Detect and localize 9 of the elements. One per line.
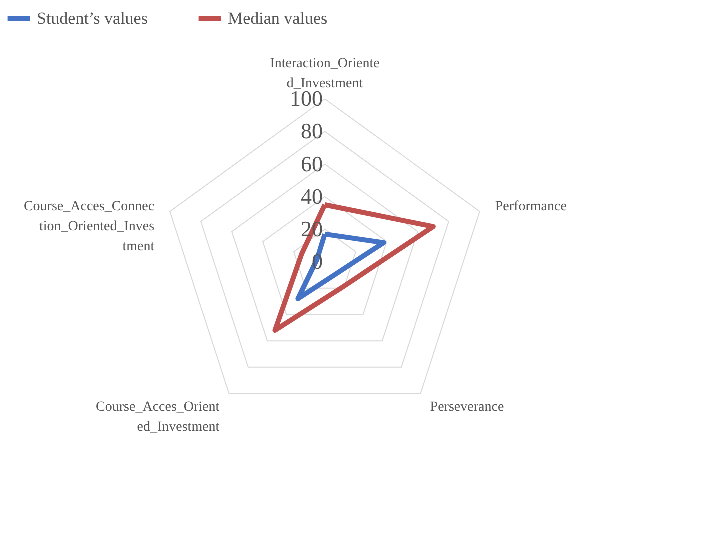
spoke-label: Perseverance [430,400,504,415]
spoke-label: Course_Acces_Oriented_Investment [96,400,220,435]
y-tick-label: 60 [301,151,323,176]
y-tick-label: 80 [301,118,323,144]
legend-label: Median values [228,9,328,28]
y-tick-label: 40 [301,184,323,209]
spoke-label: Performance [495,200,567,215]
legend-label: Student’s values [37,9,148,28]
spoke-label: Course_Acces_Connection_Oriented_Investment [24,200,155,255]
